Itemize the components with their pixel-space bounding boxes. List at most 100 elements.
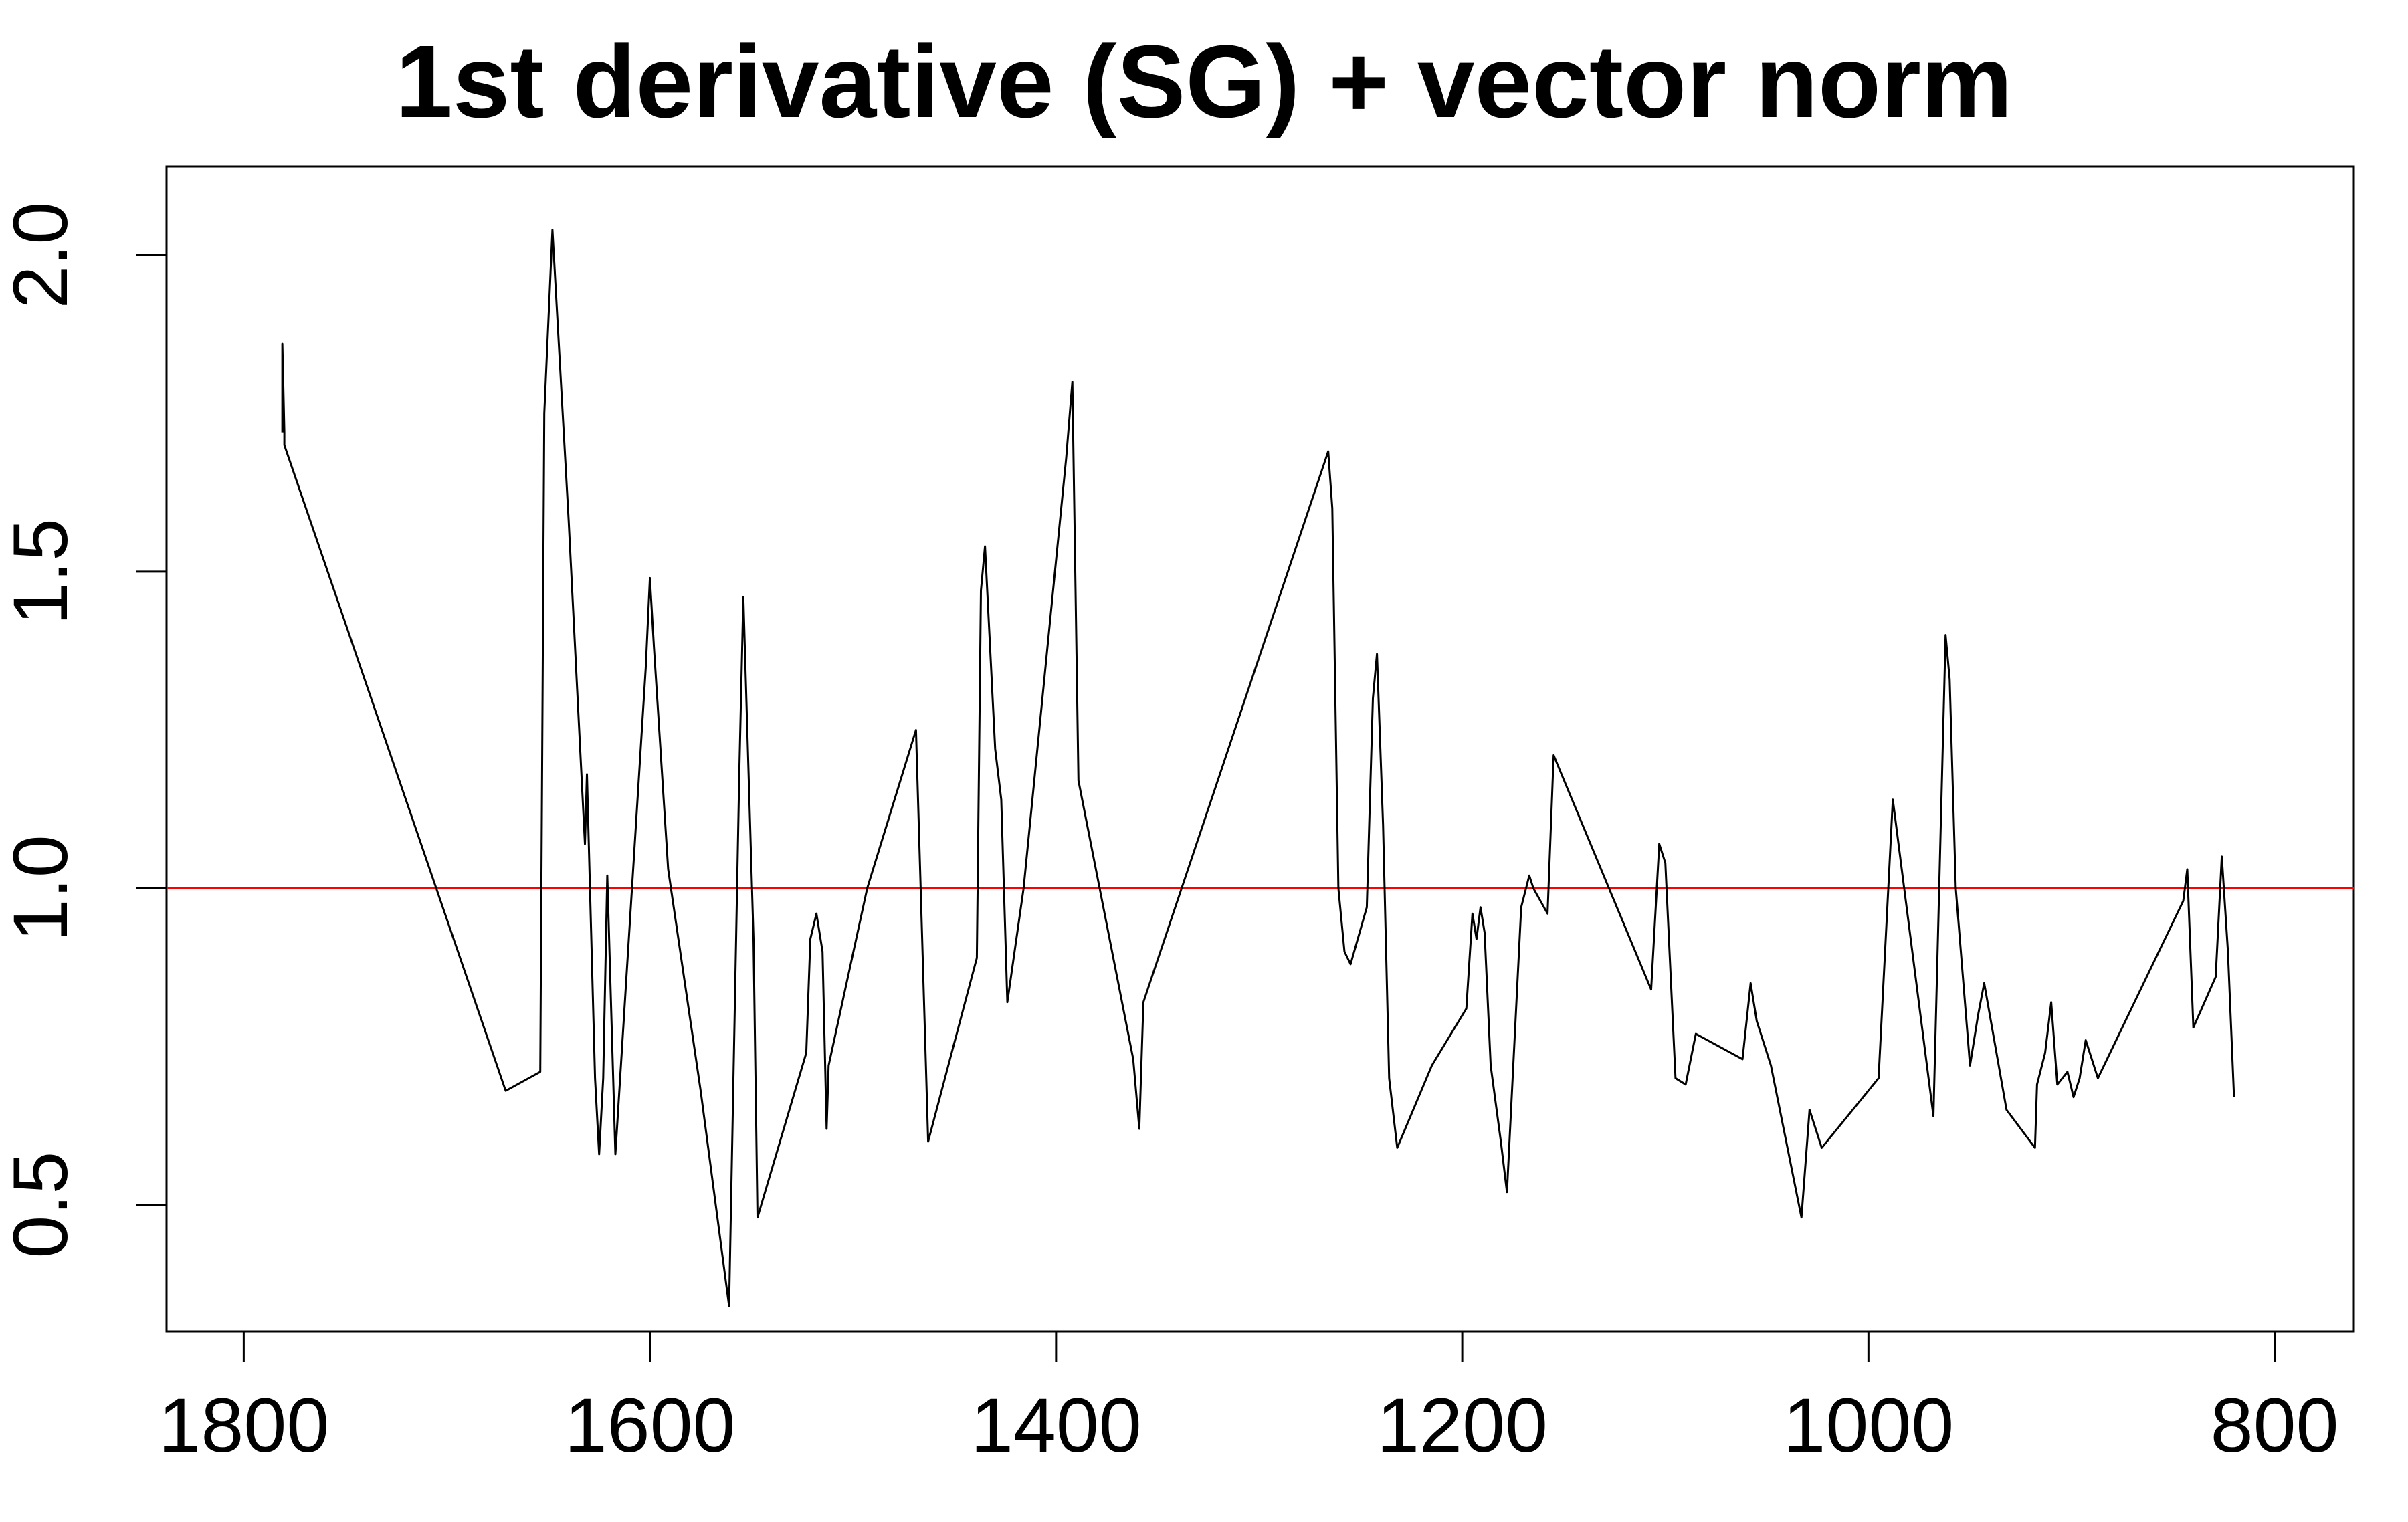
data-point: [2066, 1071, 2069, 1073]
data-point: [283, 431, 286, 434]
data-point: [866, 887, 869, 889]
y-tick-label: 1.5: [0, 518, 84, 625]
data-point: [2056, 1083, 2059, 1086]
data-point: [1755, 1020, 1758, 1022]
data-point: [649, 576, 651, 579]
data-point: [742, 596, 744, 599]
data-point: [1138, 1127, 1140, 1130]
x-tick-label: 1200: [1377, 1383, 1548, 1469]
data-point: [1664, 861, 1667, 864]
data-point: [1904, 893, 1906, 896]
data-point: [1431, 1064, 1433, 1067]
y-tick-label: 1.0: [0, 835, 84, 942]
data-point: [1475, 938, 1478, 940]
data-point: [1465, 1007, 1468, 1010]
data-point: [1327, 450, 1330, 453]
data-point: [1071, 380, 1074, 383]
data-point: [1376, 653, 1379, 655]
data-point: [594, 1077, 597, 1079]
data-point: [1762, 1039, 1765, 1042]
data-point: [2215, 976, 2217, 978]
data-point: [1349, 963, 1352, 966]
data-point: [975, 956, 978, 959]
data-point: [821, 950, 824, 953]
data-point: [1546, 912, 1549, 915]
data-point: [1022, 887, 1025, 889]
data-point: [1365, 906, 1368, 909]
data-point: [2035, 1083, 2038, 1086]
data-point: [653, 647, 656, 649]
data-point: [2005, 1109, 2008, 1111]
data-point: [1878, 1077, 1880, 1079]
data-point: [281, 342, 284, 345]
data-point: [567, 520, 570, 522]
data-point: [2221, 855, 2223, 858]
data-point: [994, 748, 997, 750]
data-point: [1484, 932, 1486, 934]
data-point: [2033, 1146, 2036, 1149]
y-axis: 0.5 1.0 1.5 2.0: [0, 202, 168, 1259]
data-point: [1382, 824, 1385, 827]
data-point: [1821, 1146, 1823, 1149]
data-point: [1650, 988, 1653, 991]
data-point: [1528, 874, 1530, 877]
y-tick-label: 2.0: [0, 202, 84, 309]
data-point: [927, 1140, 930, 1143]
data-point: [2050, 1001, 2053, 1004]
data-point: [757, 1216, 759, 1219]
data-point: [2227, 950, 2229, 953]
data-point: [825, 1127, 828, 1130]
data-point: [815, 912, 818, 915]
data-point: [809, 938, 812, 940]
data-point: [1741, 1058, 1744, 1061]
data-point: [1520, 906, 1522, 909]
data-point: [1142, 1001, 1144, 1004]
data-point: [2192, 1026, 2195, 1029]
data-point: [2233, 1096, 2235, 1099]
data-point: [700, 1089, 702, 1092]
data-point: [598, 1153, 601, 1156]
data-point: [1490, 1064, 1492, 1067]
data-point: [283, 444, 286, 447]
data-point: [1479, 906, 1482, 909]
data-point: [1770, 1064, 1773, 1067]
data-point: [2186, 868, 2189, 871]
data-point: [914, 729, 917, 732]
data-point: [1977, 1014, 1979, 1016]
data-point: [584, 843, 587, 845]
data-point: [2182, 899, 2185, 902]
data-point: [1948, 678, 1951, 681]
data-point: [504, 1089, 507, 1092]
data-point: [1814, 1127, 1817, 1130]
data-point: [2084, 1039, 2087, 1042]
data-point: [1944, 634, 1947, 637]
data-point: [1331, 507, 1334, 510]
data-point: [614, 1153, 617, 1156]
data-point: [827, 1064, 830, 1067]
data-point: [1808, 1109, 1811, 1111]
data-point: [1552, 754, 1555, 757]
data-point: [1471, 912, 1474, 915]
data-point: [1674, 1077, 1677, 1079]
data-point: [1006, 1001, 1009, 1004]
data-point: [602, 1077, 605, 1079]
data-point: [1658, 843, 1661, 845]
data-point: [606, 874, 609, 877]
series-line: [281, 229, 2235, 1307]
data-point: [1077, 779, 1080, 782]
data-point: [1372, 697, 1375, 699]
data-point: [1983, 982, 1985, 984]
data-point: [752, 938, 755, 940]
data-point: [1337, 887, 1340, 889]
data-point: [1749, 982, 1752, 984]
data-point: [1800, 1216, 1803, 1219]
x-tick-label: 1400: [971, 1383, 1142, 1469]
data-point: [984, 545, 987, 548]
data-point: [667, 868, 670, 871]
data-point: [2078, 1077, 2081, 1079]
data-point: [2072, 1096, 2075, 1099]
x-axis: 1800 1600 1400 1200 1000 800: [158, 1330, 2339, 1469]
data-point: [1388, 1077, 1391, 1079]
